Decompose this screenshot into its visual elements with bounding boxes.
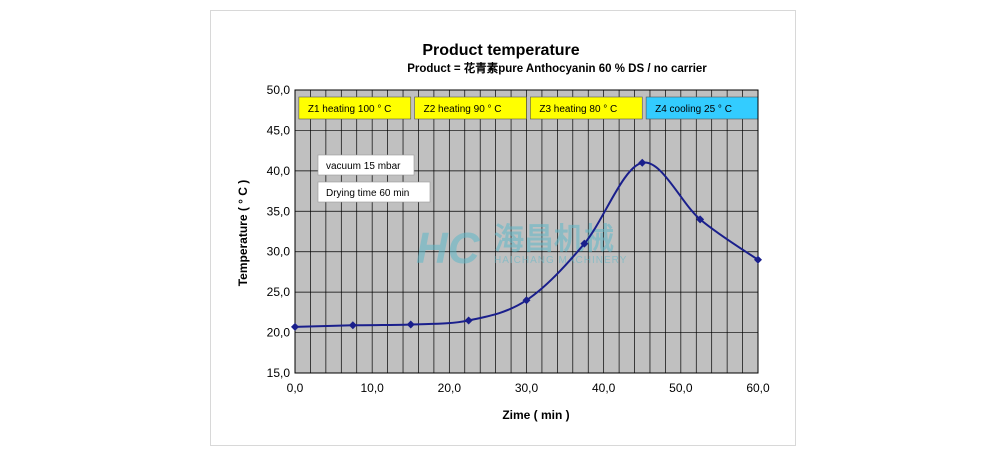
zone-box-3 — [530, 96, 643, 120]
x-tick-label: 40,0 — [592, 381, 616, 395]
zone-label-1: Z1 heating 100 ° C — [308, 104, 392, 115]
series-layer — [291, 158, 762, 331]
y-tick-label: 20,0 — [267, 326, 291, 340]
x-tick-label: 0,0 — [287, 381, 304, 395]
y-tick-label: 40,0 — [267, 164, 291, 178]
data-point — [696, 215, 705, 224]
product-temperature-chart: Product temperature Product = 花青素pure An… — [236, 42, 770, 422]
y-tick-label: 50,0 — [267, 83, 291, 97]
x-axis-label: Zime ( min ) — [502, 408, 569, 422]
x-tick-labels: 0,0 10,0 20,0 30,0 40,0 50,0 60,0 — [287, 381, 770, 395]
watermark: HC 海昌机械 HAICHANG MACHINERY — [416, 223, 627, 273]
y-tick-label: 35,0 — [267, 204, 291, 218]
y-tick-label: 30,0 — [267, 245, 291, 259]
x-tick-label: 20,0 — [438, 381, 462, 395]
data-point — [348, 321, 357, 330]
data-point — [522, 296, 531, 305]
zone-label-2: Z2 heating 90 ° C — [424, 104, 502, 115]
chart-subtitle: Product = 花青素pure Anthocyanin 60 % DS / … — [407, 61, 707, 75]
y-tick-label: 25,0 — [267, 285, 291, 299]
chart-title: Product temperature — [422, 42, 579, 59]
x-tick-label: 10,0 — [360, 381, 384, 395]
watermark-en-text: HAICHANG MACHINERY — [494, 255, 627, 266]
zone-label-3: Z3 heating 80 ° C — [539, 104, 617, 115]
series-line — [294, 161, 759, 328]
y-axis-label: Temperature ( ° C ) — [236, 180, 250, 287]
y-tick-label: 45,0 — [267, 123, 291, 137]
y-tick-label: 15,0 — [267, 366, 291, 380]
data-point — [580, 239, 589, 248]
plot-border — [294, 89, 759, 374]
note-text-2: Drying time 60 min — [326, 188, 409, 199]
grid-lines — [294, 89, 759, 374]
zone-box-1 — [298, 96, 412, 120]
data-point — [291, 322, 299, 331]
y-tick-labels: 15,0 20,0 25,0 30,0 35,0 40,0 45,0 50,0 — [267, 83, 291, 380]
watermark-logo: HC — [416, 224, 481, 273]
zone-box-2 — [414, 96, 527, 120]
x-tick-label: 50,0 — [669, 381, 693, 395]
data-point — [406, 320, 415, 329]
note-text-1: vacuum 15 mbar — [326, 161, 401, 172]
annotation-notes: vacuum 15 mbar Drying time 60 min — [317, 154, 431, 203]
zone-labels: Z1 heating 100 ° C Z2 heating 90 ° C Z3 he… — [298, 96, 759, 120]
zone-label-4: Z4 cooling 25 ° C — [655, 104, 732, 115]
data-point — [464, 316, 473, 325]
x-tick-label: 30,0 — [515, 381, 539, 395]
data-point — [638, 158, 647, 167]
note-box-2 — [317, 181, 431, 203]
chart-frame: Product temperature Product = 花青素pure An… — [210, 10, 796, 446]
x-tick-label: 60,0 — [746, 381, 770, 395]
note-box-1 — [317, 154, 415, 176]
